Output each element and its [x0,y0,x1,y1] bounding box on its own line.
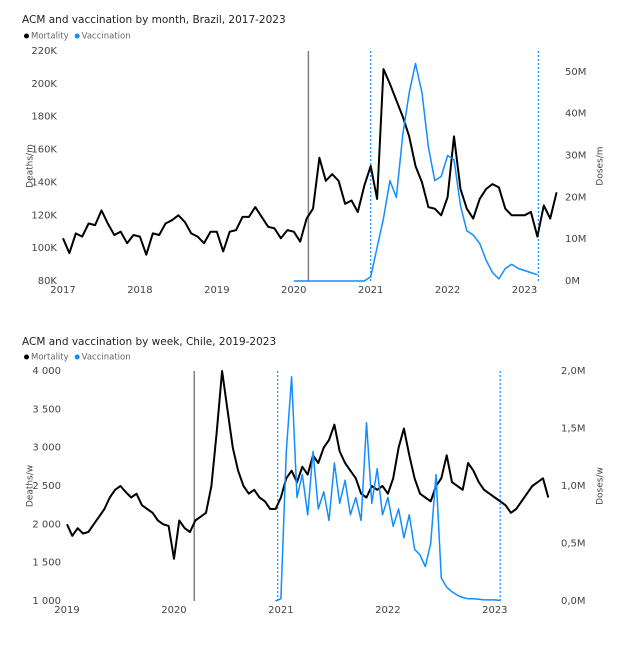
y-tick-label: 1 000 [32,596,61,607]
y2-tick-label: 0,5M [561,539,586,550]
x-tick-label: 2021 [268,605,293,616]
y-tick-label: 1 500 [32,558,61,569]
x-tick-label: 2023 [482,605,507,616]
series-line [62,68,558,256]
y2-tick-label: 30M [565,151,586,162]
series-line [275,376,501,602]
series-line [293,62,538,282]
x-tick-label: 2021 [358,285,383,296]
x-tick-label: 2019 [204,285,229,296]
legend-label: Mortality [31,353,69,363]
y-tick-label: 4 000 [32,366,61,377]
x-tick-label: 2020 [281,285,306,296]
y-axis-label: Deaths/w [26,465,36,507]
y2-tick-label: 2,0M [561,366,586,377]
y-tick-label: 80K [38,276,58,287]
y-tick-label: 100K [31,243,57,254]
y2-tick-label: 0,0M [561,596,586,607]
x-tick-label: 2019 [54,605,79,616]
y-tick-label: 2 000 [32,519,61,530]
y2-tick-label: 40M [565,109,586,120]
y-tick-label: 3 500 [32,404,61,415]
legend-marker [24,354,29,360]
y2-axis-label: Doses/m [596,146,606,185]
legend-marker [74,33,80,39]
y2-tick-label: 0M [565,276,580,287]
legend-marker [24,33,29,39]
y-axis-label: Deaths/m [26,144,36,188]
legend-label: Mortality [31,32,69,42]
y-tick-label: 180K [31,112,57,123]
x-tick-label: 2022 [375,605,400,616]
legend-marker [74,354,80,360]
x-tick-label: 2023 [512,285,537,296]
y2-tick-label: 1,5M [561,424,586,435]
legend-label: Vaccination [82,32,131,42]
y2-tick-label: 10M [565,234,586,245]
x-tick-label: 2020 [161,605,186,616]
y-tick-label: 220K [31,46,57,57]
series-line [66,370,550,560]
y-tick-label: 3 000 [32,443,61,454]
y2-tick-label: 1,0M [561,481,586,492]
x-tick-label: 2017 [50,285,75,296]
y-tick-label: 2 500 [32,481,61,492]
y2-axis-label: Doses/w [596,467,606,505]
y-tick-label: 160K [31,145,57,156]
y-tick-label: 200K [31,79,57,90]
x-tick-label: 2018 [127,285,152,296]
x-tick-label: 2022 [435,285,460,296]
y-tick-label: 140K [31,177,57,188]
y2-tick-label: 20M [565,192,586,203]
legend-label: Vaccination [82,353,131,363]
y2-tick-label: 50M [565,67,586,78]
chart-title: ACM and vaccination by week, Chile, 2019… [22,336,276,348]
y-tick-label: 120K [31,210,57,221]
chart-title: ACM and vaccination by month, Brazil, 20… [22,14,286,26]
